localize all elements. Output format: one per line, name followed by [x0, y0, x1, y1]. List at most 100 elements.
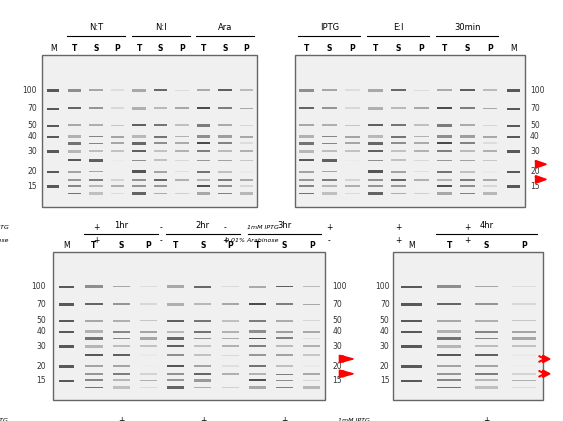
Bar: [175, 185, 189, 187]
Bar: [276, 286, 293, 288]
Text: 15: 15: [380, 376, 390, 385]
Bar: [197, 171, 211, 173]
Bar: [276, 387, 293, 388]
Bar: [249, 338, 266, 339]
Bar: [222, 373, 239, 375]
Text: M: M: [409, 241, 415, 250]
Bar: [391, 193, 405, 194]
Text: +: +: [93, 223, 99, 232]
Bar: [437, 124, 452, 127]
Bar: [414, 90, 428, 91]
Text: 15: 15: [37, 376, 46, 385]
Bar: [368, 185, 383, 187]
Bar: [197, 142, 211, 144]
Text: S: S: [222, 44, 228, 53]
Bar: [437, 150, 452, 152]
Bar: [322, 89, 337, 91]
Bar: [132, 150, 146, 152]
Bar: [167, 285, 184, 288]
Bar: [460, 185, 475, 187]
Bar: [249, 320, 266, 322]
Bar: [391, 89, 405, 91]
Text: +: +: [93, 236, 99, 245]
Bar: [240, 125, 253, 126]
Bar: [240, 192, 253, 195]
Bar: [437, 373, 461, 376]
Bar: [300, 135, 314, 138]
Bar: [391, 107, 405, 109]
Bar: [437, 379, 461, 381]
Bar: [300, 89, 314, 92]
Bar: [460, 142, 475, 144]
Bar: [345, 160, 360, 161]
Bar: [86, 285, 102, 288]
Text: M: M: [510, 44, 516, 53]
Text: T: T: [254, 241, 260, 250]
Bar: [437, 354, 461, 356]
Bar: [475, 373, 498, 375]
Text: 20: 20: [37, 362, 46, 370]
Bar: [276, 365, 293, 367]
Bar: [507, 89, 520, 92]
Bar: [90, 107, 103, 109]
Bar: [368, 192, 383, 195]
Bar: [391, 171, 405, 173]
Text: 30: 30: [332, 341, 342, 351]
Text: +: +: [464, 236, 471, 245]
Bar: [391, 142, 405, 144]
Bar: [222, 354, 239, 356]
Bar: [401, 320, 422, 322]
Bar: [113, 286, 130, 288]
Text: 4hr: 4hr: [480, 221, 494, 230]
Bar: [414, 150, 428, 152]
Bar: [401, 345, 422, 348]
Bar: [111, 150, 124, 152]
Bar: [197, 135, 211, 138]
Bar: [437, 89, 452, 91]
Bar: [111, 107, 124, 109]
Bar: [132, 160, 146, 161]
Bar: [437, 185, 452, 187]
Bar: [167, 337, 184, 340]
Bar: [300, 142, 314, 145]
Text: +: +: [464, 223, 471, 232]
Bar: [59, 286, 74, 288]
Bar: [113, 386, 130, 389]
Text: S: S: [484, 241, 489, 250]
Bar: [276, 345, 293, 347]
Bar: [113, 320, 130, 322]
Bar: [132, 142, 146, 145]
Text: T: T: [304, 44, 309, 53]
Bar: [175, 193, 189, 194]
Bar: [368, 124, 383, 126]
Bar: [132, 107, 146, 110]
Bar: [391, 179, 405, 181]
Bar: [59, 331, 74, 333]
Bar: [460, 179, 475, 181]
Bar: [175, 142, 189, 144]
Text: 1mM IPTG: 1mM IPTG: [247, 225, 279, 230]
Text: T: T: [446, 241, 452, 250]
Text: S: S: [464, 44, 470, 53]
Bar: [414, 136, 428, 137]
Bar: [140, 354, 157, 356]
Bar: [276, 338, 293, 339]
Bar: [218, 193, 232, 194]
Bar: [167, 386, 184, 389]
Bar: [167, 365, 184, 368]
Bar: [140, 285, 157, 288]
Bar: [345, 179, 360, 181]
Bar: [512, 380, 536, 381]
Text: S: S: [93, 44, 99, 53]
Bar: [175, 150, 189, 152]
Bar: [512, 320, 536, 322]
Bar: [303, 331, 320, 333]
Bar: [300, 185, 314, 187]
Bar: [111, 89, 124, 91]
Text: S: S: [327, 44, 332, 53]
Bar: [300, 107, 314, 109]
Bar: [368, 160, 383, 161]
Text: 20: 20: [380, 362, 390, 370]
Bar: [140, 386, 157, 388]
Bar: [113, 365, 130, 367]
